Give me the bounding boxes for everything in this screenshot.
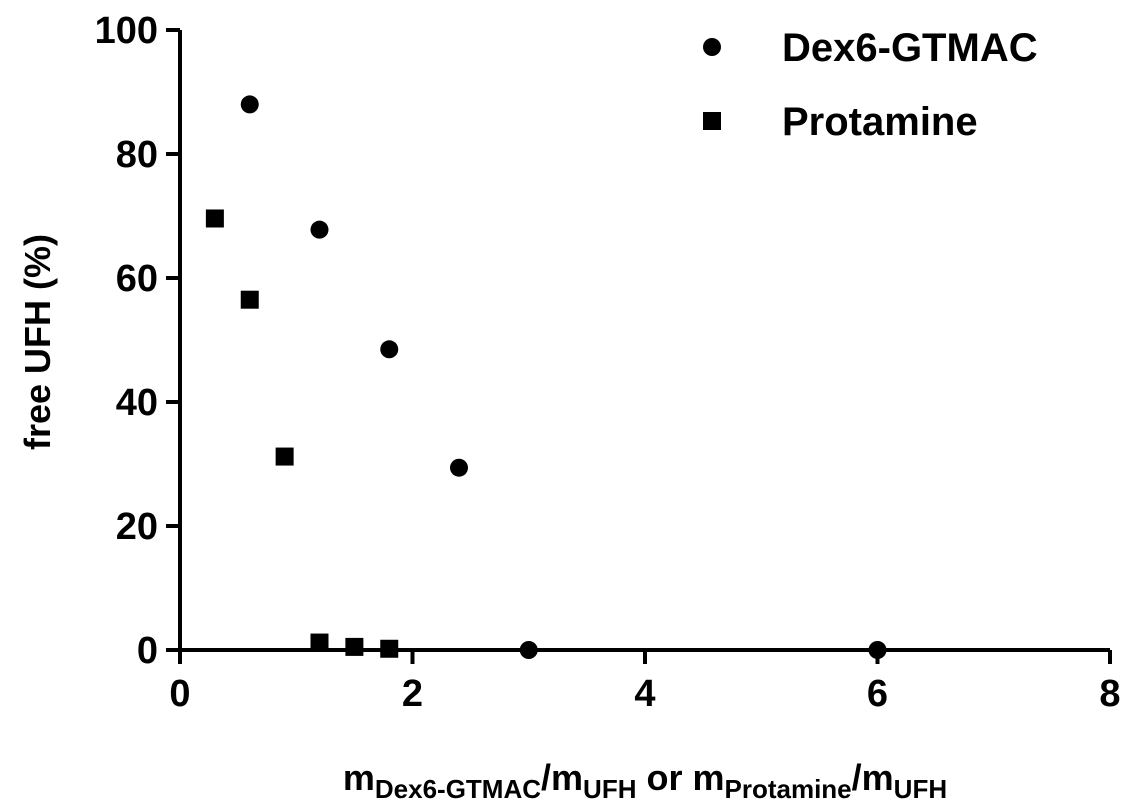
x-axis-title: mDex6-GTMAC/mUFH or mProtamine/mUFH: [343, 757, 947, 803]
y-tick-label: 0: [137, 630, 158, 672]
dex6-gtmac-point: [519, 641, 538, 659]
y-tick-label: 100: [95, 10, 158, 52]
legend-label: Dex6-GTMAC: [782, 26, 1038, 70]
y-axis-title: free UFH (%): [17, 234, 58, 450]
protamine-point: [380, 639, 399, 658]
dex6-gtmac-point: [380, 340, 399, 359]
x-tick-label: 4: [634, 673, 655, 715]
dex6-gtmac-point: [240, 95, 259, 114]
x-tick-label: 2: [402, 673, 423, 715]
legend-marker-dex6-gtmac: [703, 38, 721, 56]
legend: Dex6-GTMAC Protamine: [703, 26, 1038, 144]
legend-label: Protamine: [782, 100, 978, 144]
protamine-point: [275, 447, 294, 466]
x-tick-label: 6: [867, 673, 888, 715]
data-points: [205, 95, 887, 659]
protamine-point: [205, 209, 224, 228]
dex6-gtmac-point: [450, 458, 468, 477]
protamine-point: [345, 637, 364, 656]
x-tick-label: 8: [1099, 673, 1120, 715]
tick-labels: 0 20 40 60 80 100 0 2 4 6 8: [95, 10, 1121, 715]
legend-marker-protamine: [703, 112, 721, 130]
y-tick-label: 20: [116, 506, 158, 548]
protamine-point: [310, 633, 329, 652]
dex6-gtmac-point: [868, 641, 887, 659]
y-tick-label: 60: [116, 258, 158, 300]
x-tick-label: 0: [169, 673, 190, 715]
protamine-point: [240, 290, 259, 309]
y-tick-label: 40: [116, 382, 158, 424]
dex6-gtmac-point: [310, 220, 329, 239]
y-tick-label: 80: [116, 134, 158, 176]
